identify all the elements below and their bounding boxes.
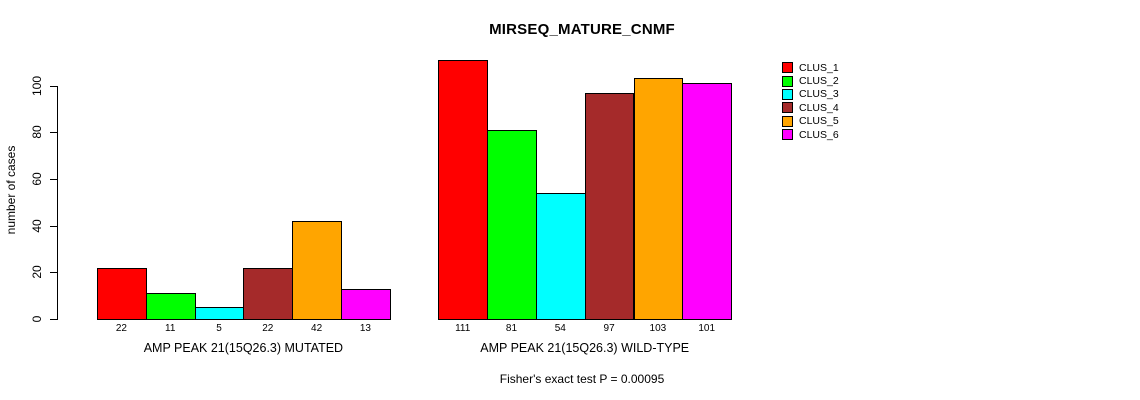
legend-label: CLUS_3	[799, 88, 839, 101]
y-axis-line	[57, 85, 58, 320]
y-axis-tick	[50, 272, 57, 274]
bar-value-label: 101	[698, 323, 716, 334]
bar-value-label: 22	[262, 323, 274, 334]
legend-swatch	[782, 88, 793, 100]
legend: CLUS_1 CLUS_2 CLUS_3 CLUS_4 CLUS_5 CLUS_6	[782, 61, 839, 141]
y-axis-tick	[50, 178, 57, 180]
bar	[438, 59, 489, 320]
legend-label: CLUS_1	[799, 61, 839, 74]
bar-value-label: 42	[311, 323, 323, 334]
y-axis-tick-label: 60	[30, 172, 44, 186]
bar	[97, 267, 147, 320]
bar-value-label: 97	[603, 323, 615, 334]
bar-value-label: 5	[216, 323, 222, 334]
bar	[682, 83, 733, 320]
legend-swatch	[782, 115, 793, 127]
bar-value-label: 81	[505, 323, 518, 334]
bar	[633, 78, 684, 320]
legend-label: CLUS_6	[799, 128, 839, 141]
y-axis-tick-label: 0	[30, 315, 44, 323]
y-axis-tick-label: 80	[30, 125, 44, 139]
bar	[584, 92, 635, 320]
legend-label: CLUS_5	[799, 115, 839, 128]
y-axis-tick	[50, 225, 57, 227]
legend-row: CLUS_3	[782, 88, 839, 101]
y-axis-tick-label: 20	[30, 265, 44, 279]
legend-row: CLUS_4	[782, 101, 839, 114]
legend-swatch	[782, 102, 793, 114]
y-axis-label: number of cases	[4, 145, 18, 235]
bar	[145, 293, 196, 320]
bar	[194, 307, 245, 320]
group-label: AMP PEAK 21(15Q26.3) MUTATED	[143, 341, 344, 355]
group-label: AMP PEAK 21(15Q26.3) WILD-TYPE	[480, 341, 690, 355]
bar-value-label: 111	[455, 323, 471, 334]
bar-value-label: 22	[115, 323, 127, 334]
bar-value-label: 13	[359, 323, 371, 334]
y-axis-tick	[50, 85, 57, 87]
legend-swatch	[782, 75, 793, 87]
y-axis-tick	[50, 132, 57, 134]
legend-row: CLUS_1	[782, 61, 839, 74]
bar	[292, 220, 342, 320]
bar	[341, 288, 391, 320]
y-axis-tick-label: 100	[30, 75, 44, 96]
fisher-test-annotation: Fisher's exact test P = 0.00095	[499, 372, 665, 386]
bar	[487, 129, 537, 320]
legend-swatch	[782, 62, 793, 74]
legend-swatch	[782, 129, 793, 141]
legend-row: CLUS_6	[782, 128, 839, 141]
chart-title: MIRSEQ_MATURE_CNMF	[489, 21, 675, 38]
legend-row: CLUS_5	[782, 115, 839, 128]
bar-value-label: 11	[165, 323, 176, 334]
bar-value-label: 103	[649, 323, 667, 334]
y-axis-tick-label: 40	[30, 218, 44, 233]
legend-row: CLUS_2	[782, 74, 839, 87]
bar	[243, 267, 294, 320]
bar-value-label: 54	[554, 323, 566, 334]
y-axis-tick	[50, 319, 57, 320]
bar	[535, 192, 586, 320]
legend-label: CLUS_4	[799, 101, 839, 114]
legend-label: CLUS_2	[799, 75, 839, 88]
